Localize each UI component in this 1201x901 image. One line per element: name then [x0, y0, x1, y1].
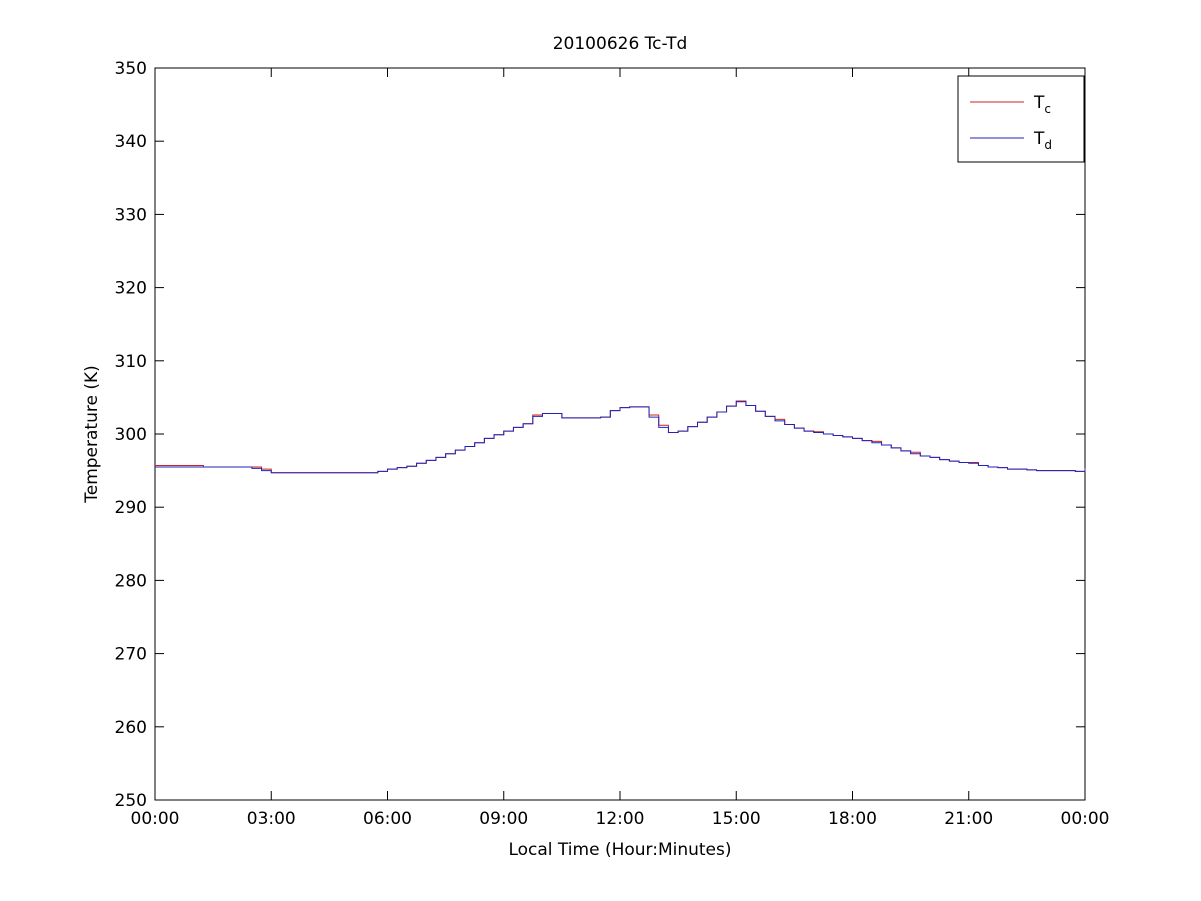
x-tick-label: 09:00	[479, 809, 528, 829]
legend-label-Td: Td	[1033, 129, 1052, 152]
x-axis-label: Local Time (Hour:Minutes)	[508, 840, 731, 860]
legend: Tc Td	[957, 75, 1085, 163]
x-tick-label: 18:00	[828, 809, 877, 829]
y-tick-label: 260	[115, 718, 147, 738]
y-tick-label: 250	[115, 791, 147, 811]
y-tick-label: 300	[115, 425, 147, 445]
y-tick-label: 290	[115, 498, 147, 518]
x-tick-label: 00:00	[131, 809, 180, 829]
y-tick-label: 270	[115, 645, 147, 665]
x-tick-label: 12:00	[596, 809, 645, 829]
y-tick-label: 320	[115, 279, 147, 299]
y-tick-label: 350	[115, 59, 147, 79]
axes-box	[154, 67, 1086, 801]
y-tick-label: 310	[115, 352, 147, 372]
series-Tc-line	[155, 400, 1086, 474]
series-Td-line	[155, 401, 1086, 474]
plot-area: 00:00 03:00 06:00 09:00 12:00 15:00 18:00 21:00…	[115, 59, 1110, 829]
x-tick-label: 15:00	[712, 809, 761, 829]
legend-label-Tc: Tc	[1033, 93, 1051, 116]
x-tick-label: 21:00	[944, 809, 993, 829]
x-tick-label: 00:00	[1061, 809, 1110, 829]
y-tick-label: 280	[115, 571, 147, 591]
y-axis-label: Temperature (K)	[82, 365, 102, 504]
y-tick-label: 340	[115, 132, 147, 152]
legend-box	[957, 75, 1085, 163]
x-tick-label: 03:00	[247, 809, 296, 829]
chart-title: 20100626 Tc-Td	[553, 34, 688, 54]
y-tick-label: 330	[115, 205, 147, 225]
x-tick-label: 06:00	[363, 809, 412, 829]
